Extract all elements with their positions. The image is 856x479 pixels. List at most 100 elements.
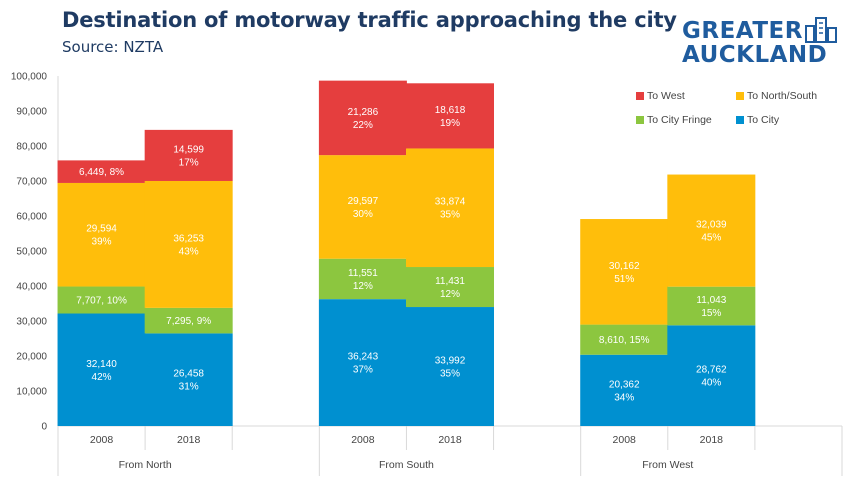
bar-segment	[57, 313, 146, 426]
greater-auckland-logo: GREATER AUCKLAND	[682, 14, 842, 70]
x-category-label: 2008	[90, 434, 114, 446]
bar-segment	[667, 325, 756, 426]
bar-segment	[580, 324, 669, 355]
data-label: 7,707, 10%	[76, 296, 127, 307]
bar-segment	[144, 307, 233, 334]
chart-subtitle: Source: NZTA	[62, 38, 164, 56]
bar-segment	[318, 299, 407, 426]
data-label: 36,243	[348, 352, 379, 363]
x-category-label: 2018	[700, 434, 724, 446]
data-label: 32,140	[86, 359, 117, 370]
legend-swatch-to-city-fringe	[636, 116, 644, 124]
x-category-label: 2008	[351, 434, 375, 446]
data-label: 19%	[440, 118, 460, 129]
data-label: 18,618	[435, 105, 466, 116]
legend-swatch-to-west	[636, 92, 644, 100]
data-label: 8,610, 15%	[599, 335, 650, 346]
data-label: 36,253	[173, 233, 204, 244]
legend-item-to-west: To West	[636, 90, 685, 102]
data-label: 26,458	[173, 369, 204, 380]
logo-text-greater: GREATER	[682, 18, 803, 44]
data-label: 17%	[179, 157, 199, 168]
data-label: 6,449, 8%	[79, 167, 124, 178]
data-label: 11,551	[348, 268, 378, 279]
data-label: 12%	[440, 289, 460, 300]
bar-segment	[57, 160, 146, 183]
legend-item-to-north-south: To North/South	[736, 90, 817, 102]
y-tick-label: 100,000	[11, 72, 48, 83]
bar-segment	[580, 219, 669, 325]
data-label: 20,362	[609, 379, 640, 390]
y-tick-label: 50,000	[16, 247, 47, 258]
data-label: 15%	[701, 308, 721, 319]
bar-segment	[57, 182, 146, 287]
y-tick-label: 0	[41, 422, 47, 433]
x-category-label: 2008	[613, 434, 637, 446]
logo-text-auckland: AUCKLAND	[682, 42, 828, 68]
data-label: 33,874	[435, 197, 466, 208]
data-label: 34%	[614, 392, 634, 403]
data-label: 40%	[701, 378, 721, 389]
y-tick-label: 30,000	[16, 317, 47, 328]
data-label: 7,295, 9%	[166, 316, 211, 327]
data-label: 35%	[440, 369, 460, 380]
data-label: 42%	[92, 372, 112, 383]
bar-segment	[144, 333, 233, 426]
legend-item-to-city: To City	[736, 114, 779, 126]
data-label: 14,599	[173, 144, 204, 155]
data-label: 29,597	[348, 196, 379, 207]
bar-segment	[144, 129, 233, 181]
y-tick-label: 80,000	[16, 142, 47, 153]
x-category-label: 2018	[438, 434, 462, 446]
data-label: 22%	[353, 120, 373, 131]
bar-segment	[57, 286, 146, 314]
bar-segment	[667, 286, 756, 326]
bar-segment	[667, 174, 756, 287]
legend-label-to-west: To West	[647, 90, 685, 102]
x-group-label: From West	[642, 459, 693, 471]
data-label: 21,286	[348, 107, 379, 118]
y-tick-label: 70,000	[16, 177, 47, 188]
data-label: 51%	[614, 274, 634, 285]
y-tick-label: 90,000	[16, 107, 47, 118]
bar-segment	[318, 258, 407, 300]
city-skyline-icon	[805, 17, 837, 43]
bar-segment	[406, 148, 494, 268]
data-label: 35%	[440, 210, 460, 221]
legend-label-to-city: To City	[747, 114, 780, 126]
data-label: 11,043	[696, 295, 726, 306]
bar-segment	[406, 83, 494, 149]
y-tick-label: 20,000	[16, 352, 47, 363]
data-label: 45%	[701, 233, 721, 244]
data-label: 33,992	[435, 356, 466, 367]
data-label: 43%	[179, 246, 199, 257]
data-label: 30,162	[609, 261, 640, 272]
data-label: 32,039	[696, 220, 727, 231]
bar-segment	[318, 80, 407, 156]
data-label: 28,762	[696, 365, 727, 376]
bar-segment	[406, 267, 494, 308]
data-label: 11,431	[435, 276, 465, 287]
legend-label-to-north-south: To North/South	[747, 90, 818, 102]
legend-label-to-city-fringe: To City Fringe	[647, 114, 712, 126]
legend-swatch-to-north-south	[736, 92, 744, 100]
bar-segment	[144, 180, 233, 308]
data-label: 30%	[353, 209, 373, 220]
bar-segment	[318, 155, 407, 259]
data-label: 39%	[92, 237, 112, 248]
data-label: 12%	[353, 281, 373, 292]
chart-title: Destination of motorway traffic approach…	[62, 8, 677, 32]
x-group-label: From North	[119, 459, 172, 471]
y-tick-label: 10,000	[16, 387, 47, 398]
y-tick-label: 40,000	[16, 282, 47, 293]
bar-segment	[580, 354, 669, 426]
y-tick-label: 60,000	[16, 212, 47, 223]
legend-swatch-to-city	[736, 116, 744, 124]
data-label: 31%	[179, 382, 199, 393]
x-group-label: From South	[379, 459, 434, 471]
legend-item-to-city-fringe: To City Fringe	[636, 114, 712, 126]
data-label: 37%	[353, 365, 373, 376]
x-category-label: 2018	[177, 434, 201, 446]
bar-segment	[406, 307, 494, 426]
